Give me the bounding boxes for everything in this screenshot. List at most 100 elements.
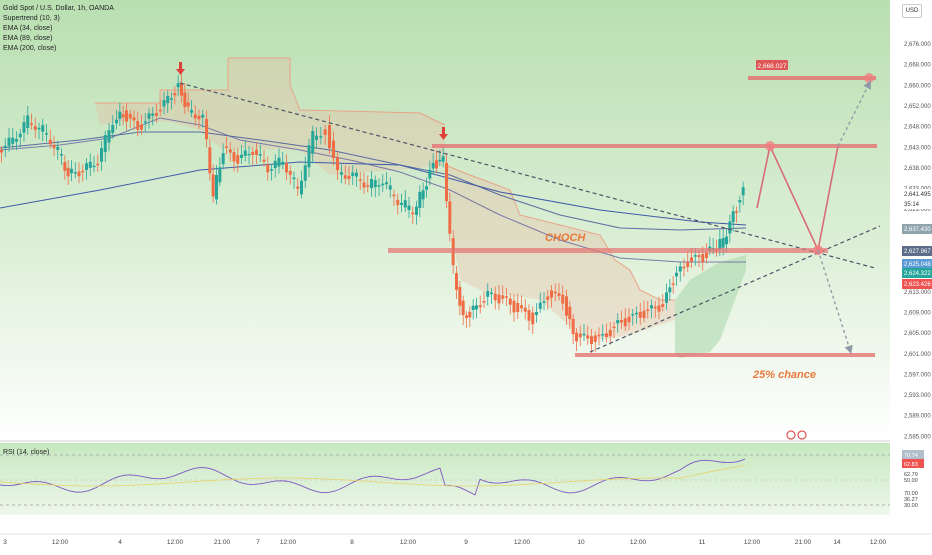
- candle-body: [425, 186, 428, 190]
- candle-body: [501, 295, 505, 299]
- candle-body: [490, 292, 493, 295]
- candle-body: [173, 93, 177, 96]
- candle-body: [205, 119, 208, 140]
- symbol-title[interactable]: Gold Spot / U.S. Dollar, 1h, OANDA: [3, 5, 114, 12]
- candle-body: [37, 127, 41, 130]
- indicator-ema89[interactable]: EMA (89, close): [3, 35, 53, 42]
- ascending-trendline[interactable]: [589, 225, 881, 353]
- candle-body: [431, 163, 435, 169]
- time-tick-label: 14: [833, 539, 841, 546]
- rsi-pane-bg: [0, 443, 890, 515]
- candle-body: [465, 315, 468, 318]
- candle-body: [247, 153, 251, 156]
- candle-body: [215, 175, 218, 200]
- candle-body: [66, 167, 70, 177]
- candle-body: [448, 201, 452, 234]
- price-label-box: [902, 246, 932, 256]
- candle-body: [400, 202, 403, 205]
- candle-body: [631, 314, 635, 316]
- candle-body: [665, 292, 668, 303]
- candle-body: [550, 290, 553, 298]
- candle-body: [292, 177, 296, 180]
- candle-body: [251, 151, 255, 155]
- candle-body: [11, 137, 15, 144]
- support-level-line[interactable]: [575, 353, 875, 357]
- candle-body: [475, 305, 478, 310]
- choch-level-line[interactable]: [388, 248, 828, 253]
- candle-body: [693, 255, 697, 257]
- candle-body: [85, 163, 88, 170]
- candle-body: [731, 211, 735, 223]
- candle-body: [728, 221, 732, 234]
- candle-body: [678, 266, 682, 272]
- indicator-ema200[interactable]: EMA (200, close): [3, 45, 57, 52]
- supertrend-line: [444, 164, 675, 301]
- candle-body: [690, 257, 693, 262]
- candle-body: [33, 126, 37, 130]
- candle-body: [381, 183, 385, 186]
- price-label-text: 2,625.048: [904, 262, 931, 268]
- candle-body: [542, 301, 546, 303]
- event-flag-icon[interactable]: [797, 430, 807, 440]
- candle-body: [81, 170, 85, 173]
- time-axis[interactable]: 3 12:00 4 12:00 21:00 7 12:00 8 12:00 9 12:00 10 12:…: [3, 539, 886, 546]
- price-label-text: 2,627.967: [904, 249, 931, 255]
- candle-body: [458, 286, 462, 306]
- currency-selector[interactable]: USD: [902, 4, 922, 18]
- candle-body: [208, 147, 212, 174]
- projection-node: [765, 141, 775, 151]
- candle-body: [236, 155, 240, 164]
- candle-body: [255, 149, 258, 155]
- candle-body: [535, 311, 538, 316]
- candle-body: [147, 113, 151, 119]
- candle-body: [240, 154, 243, 159]
- price-label-text: 2,641.495: [904, 192, 931, 198]
- candle-body: [56, 146, 60, 150]
- time-tick-label: 12:00: [52, 539, 69, 546]
- candle-body: [118, 111, 122, 119]
- candle-body: [7, 137, 11, 146]
- candle-body: [358, 179, 362, 181]
- price-axis[interactable]: 2,676.000 2,668.000 2,660.000 2,652.000 2,64…: [904, 42, 931, 440]
- candle-body: [575, 332, 578, 342]
- time-tick-label: 7: [256, 539, 260, 546]
- price-tick-label: 2,601.000: [904, 352, 931, 358]
- candle-body: [319, 136, 323, 138]
- candle-body: [41, 125, 45, 132]
- candle-body: [193, 114, 197, 119]
- candle-body: [461, 300, 465, 316]
- rsi-tick-label: 70.74: [904, 453, 918, 459]
- candle-body: [608, 329, 612, 337]
- candle-body: [125, 110, 128, 122]
- resistance-level-line[interactable]: [432, 144, 877, 148]
- event-flag-icon[interactable]: [786, 430, 796, 440]
- candle-body: [262, 159, 266, 162]
- candle-body: [111, 124, 115, 133]
- rsi-title[interactable]: RSI (14, close): [3, 449, 50, 456]
- candle-body: [396, 199, 400, 205]
- candle-body: [493, 293, 497, 301]
- candle-body: [725, 236, 728, 245]
- candle-body: [70, 168, 73, 174]
- time-tick-label: 9: [464, 539, 468, 546]
- candle-body: [701, 254, 705, 263]
- candle-body: [523, 307, 527, 312]
- candle-body: [612, 326, 616, 329]
- rsi-tick-label: 36.27: [904, 497, 918, 503]
- indicator-ema34[interactable]: EMA (34, close): [3, 25, 53, 32]
- candle-body: [351, 172, 355, 177]
- candle-body: [347, 175, 351, 180]
- target-level-line[interactable]: [748, 76, 876, 80]
- indicator-supertrend[interactable]: Supertrend (10, 3): [3, 15, 60, 22]
- time-tick-label: 12:00: [280, 539, 297, 546]
- candle-body: [88, 161, 92, 168]
- candle-body: [100, 148, 103, 162]
- time-tick-label: 12:00: [514, 539, 531, 546]
- candle-body: [597, 334, 601, 337]
- candle-body: [441, 156, 445, 162]
- candle-body: [103, 135, 107, 153]
- price-label-box: [902, 224, 932, 234]
- candle-body: [653, 306, 657, 309]
- descending-trendline[interactable]: [179, 82, 876, 269]
